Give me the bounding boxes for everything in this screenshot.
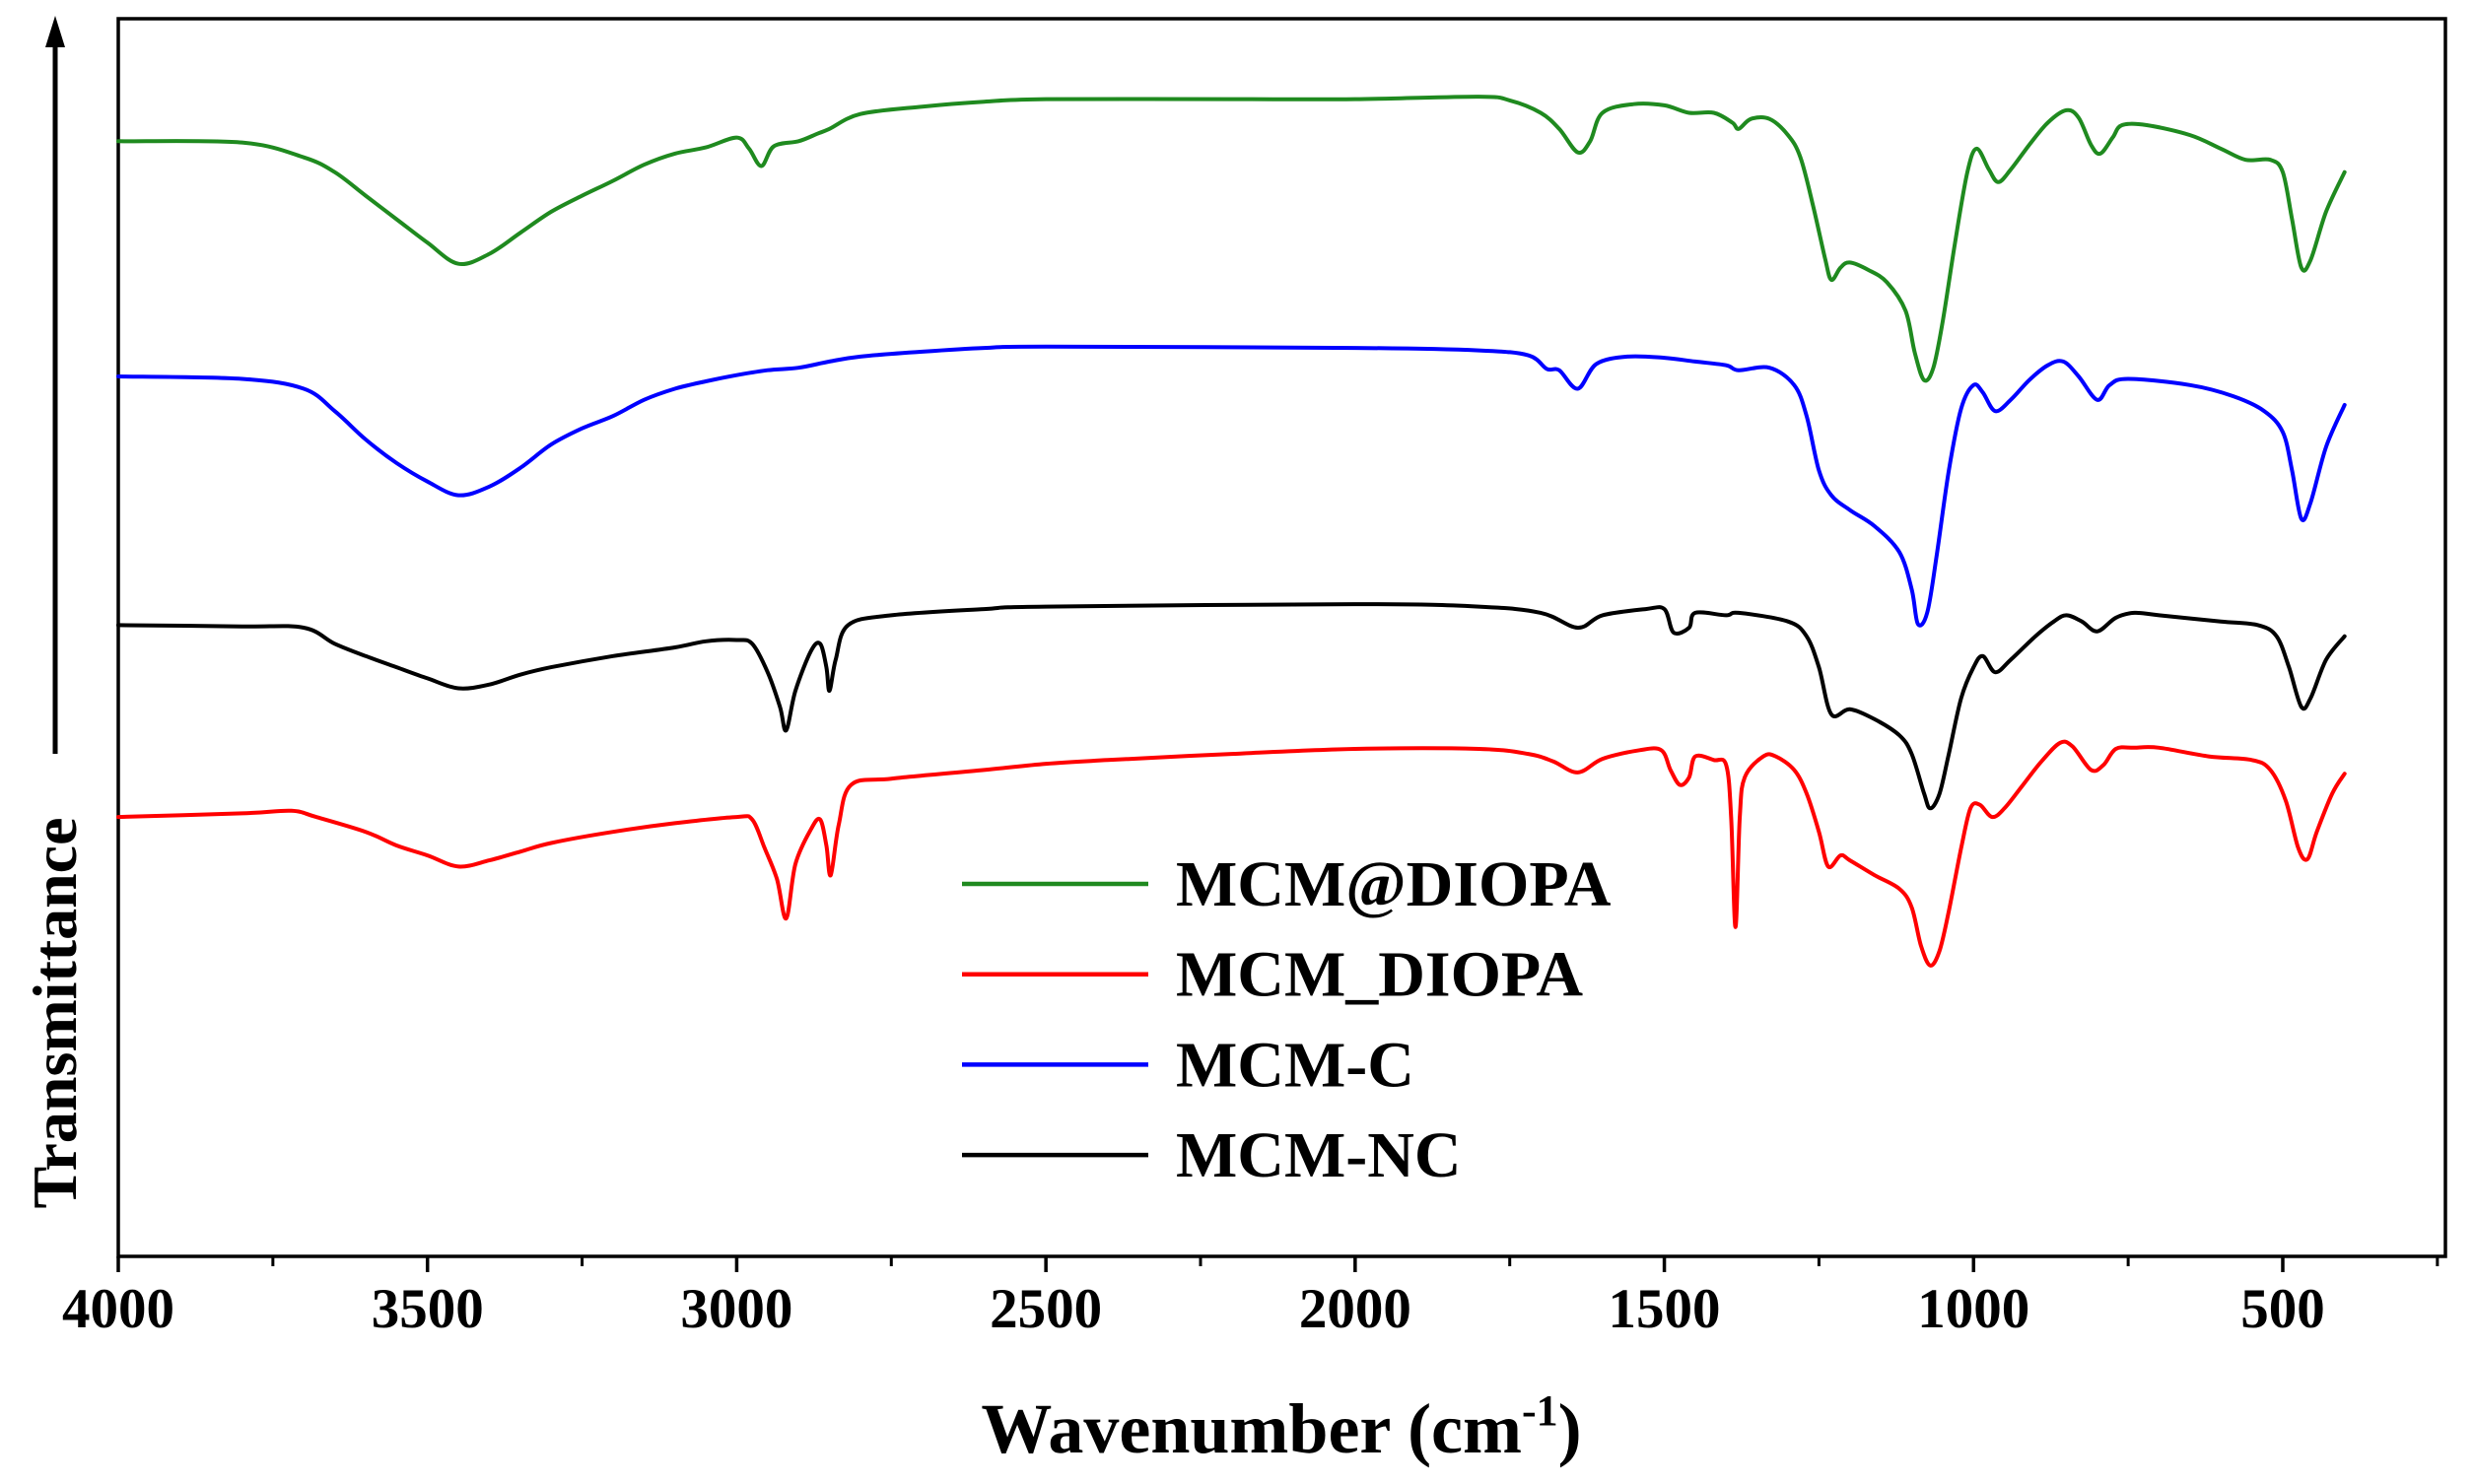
x-tick-label: 3500	[372, 1278, 484, 1340]
legend-item-mcm-at-diopa: MCM@DIOPA	[962, 848, 1612, 920]
series-line-mcm-nc	[116, 602, 2347, 811]
y-axis-direction-arrow	[45, 16, 65, 754]
arrow-head-icon	[45, 16, 65, 47]
x-tick-label: 3000	[680, 1278, 792, 1340]
series-line-mcm-c	[116, 344, 2347, 628]
x-tick-label: 1500	[1609, 1278, 1721, 1340]
x-tick-label: 4000	[62, 1278, 174, 1340]
series-lines	[116, 95, 2347, 968]
x-axis-label-suffix: )	[1558, 1389, 1582, 1468]
legend-item-mcm-c: MCM-C	[962, 1029, 1414, 1101]
x-axis-label-text: Wavenumber (cm	[981, 1389, 1522, 1468]
legend-item-mcm-underscore-diopa: MCM_DIOPA	[962, 939, 1583, 1011]
x-tick-label: 2000	[1299, 1278, 1411, 1340]
legend: MCM@DIOPA MCM_DIOPA MCM-C MCM-NC	[962, 848, 1612, 1191]
x-axis-label-exponent: -1	[1522, 1386, 1558, 1435]
legend-item-mcm-nc: MCM-NC	[962, 1119, 1462, 1191]
plot-frame	[116, 17, 2447, 1258]
x-tick-label: 500	[2240, 1278, 2325, 1340]
series-line-mcm-underscore-diopa	[116, 739, 2347, 968]
y-axis-label: Transmittance	[20, 818, 90, 1209]
x-tick-label: 1000	[1917, 1278, 2029, 1340]
legend-label-mcm-c: MCM-C	[1176, 1029, 1414, 1101]
legend-label-mcm-at-diopa: MCM@DIOPA	[1176, 848, 1612, 920]
legend-label-mcm-underscore-diopa: MCM_DIOPA	[1176, 939, 1583, 1011]
x-axis-ticks: 4000 3500 3000 2500 2000 1500 1000 500	[62, 1256, 2440, 1340]
legend-label-mcm-nc: MCM-NC	[1176, 1119, 1462, 1191]
x-tick-label: 2500	[990, 1278, 1102, 1340]
series-line-mcm-at-diopa	[116, 95, 2347, 383]
x-axis-label: Wavenumber (cm-1)	[981, 1386, 1581, 1468]
